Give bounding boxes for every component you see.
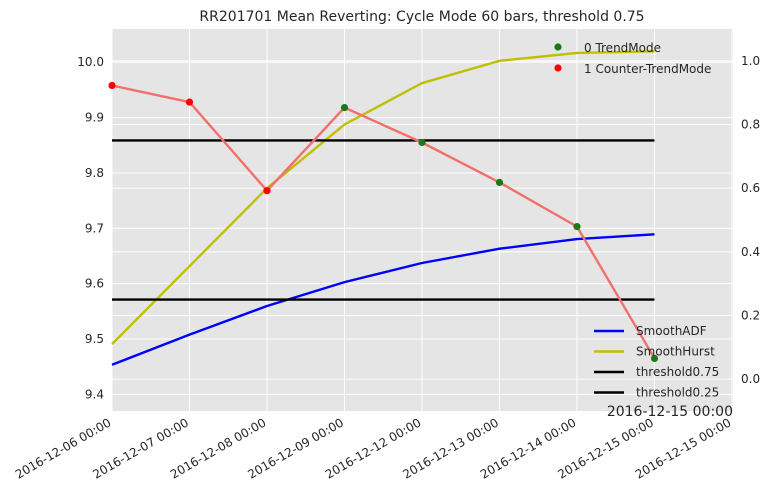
y-right-tick-label: 0.8 [741, 118, 760, 132]
legend-text-2: threshold0.75 [636, 365, 719, 379]
corner-label: 2016-12-15 00:00 [607, 404, 733, 420]
y-right-tick-label: 1.0 [741, 54, 760, 68]
legend-text-0: SmoothADF [636, 324, 707, 338]
y-left-tick-label: 9.8 [85, 166, 104, 180]
legend-text-1: SmoothHurst [636, 345, 715, 359]
y-axis-left: 9.4 9.5 9.6 9.7 9.8 9.9 10.0 [77, 55, 104, 401]
legend-marker-0 [554, 43, 562, 51]
y-right-tick-label: 0.4 [741, 245, 760, 259]
y-right-tick-label: 0.0 [741, 372, 760, 386]
y-left-tick-label: 9.4 [85, 387, 104, 401]
legend-label-0: 0 TrendMode [584, 41, 661, 55]
series-line-smoothhurst [111, 50, 655, 345]
y-right-tick-label: 0.2 [741, 309, 760, 323]
series-line-smoothadf [111, 233, 655, 366]
data-point [108, 81, 116, 90]
y-left-tick-label: 9.7 [85, 221, 104, 235]
data-point [263, 187, 271, 195]
legend-scatter: 0 TrendMode 1 Counter-TrendMode [554, 41, 711, 76]
data-point [650, 354, 659, 362]
legend-text-3: threshold0.25 [636, 386, 719, 400]
data-point [340, 104, 349, 112]
data-point [495, 178, 504, 186]
legend-marker-1 [554, 64, 562, 72]
lines [111, 50, 656, 366]
y-left-tick-label: 10.0 [77, 55, 104, 69]
grid [111, 29, 733, 411]
y-axis-right: 0.0 0.2 0.4 0.6 0.8 1.0 [741, 54, 760, 386]
chart-title: RR201701 Mean Reverting: Cycle Mode 60 b… [199, 9, 644, 25]
legend-indicators: SmoothADF SmoothHurst threshold0.75 thresho… [594, 324, 719, 400]
y-right-tick-label: 0.6 [741, 181, 760, 195]
y-left-tick-label: 9.5 [85, 332, 104, 346]
price-line [111, 84, 656, 360]
data-point [418, 138, 426, 147]
data-point [185, 98, 194, 106]
y-left-tick-label: 9.9 [85, 111, 104, 125]
data-point [573, 223, 581, 231]
points [108, 81, 659, 362]
y-left-tick-label: 9.6 [85, 277, 104, 291]
legend-label-1: 1 Counter-TrendMode [584, 62, 711, 76]
